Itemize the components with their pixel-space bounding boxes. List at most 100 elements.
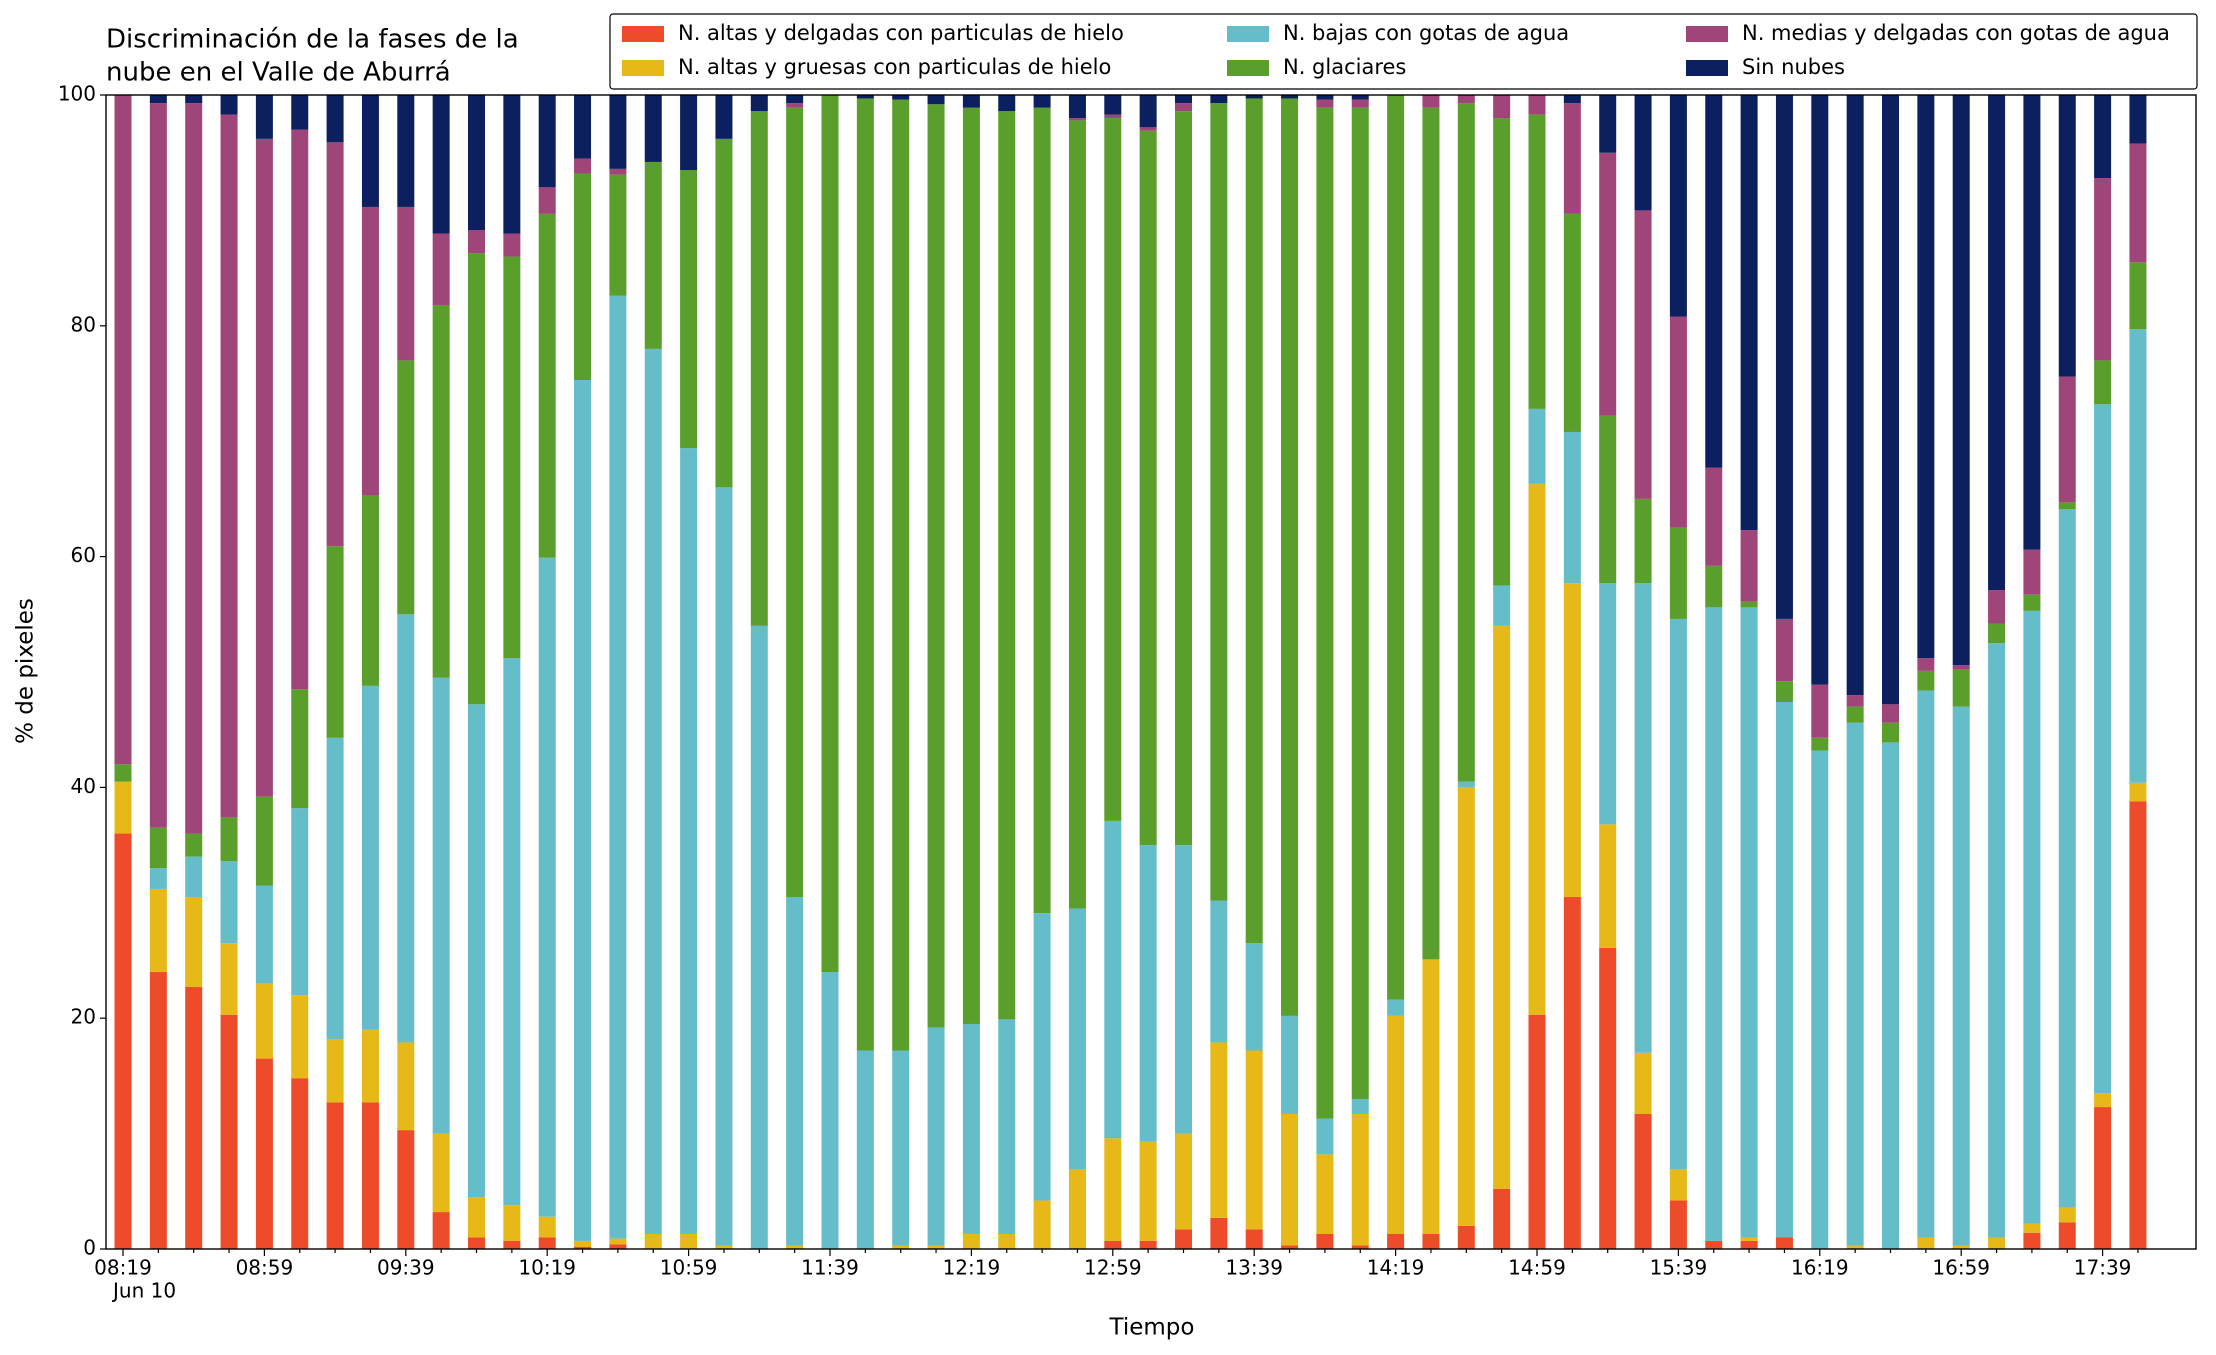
bar-segment: [2058, 502, 2076, 510]
bar-segment: [1351, 1098, 1369, 1114]
bar-segment: [680, 1233, 698, 1249]
bar-segment: [1175, 1229, 1192, 1249]
y-tick-label: 60: [71, 543, 96, 567]
bar-segment: [1811, 684, 1829, 738]
bar-segment: [397, 1042, 415, 1131]
bar-segment: [1068, 120, 1086, 909]
bar-segment: [962, 1023, 980, 1234]
bar-segment: [1599, 95, 1617, 153]
bar-segment: [609, 1238, 627, 1245]
legend-swatch: [622, 26, 664, 42]
bar-segment: [644, 161, 662, 349]
bar-segment: [1351, 95, 1369, 100]
bar-segment: [1245, 943, 1263, 1051]
bar-segment: [1351, 107, 1369, 1099]
bar-segment: [255, 885, 273, 984]
bar-segment: [574, 380, 592, 1241]
bar-segment: [149, 95, 167, 104]
x-tick-label: 15:39: [1650, 1256, 1708, 1280]
bar-segment: [821, 972, 839, 1249]
bar-segment: [1811, 95, 1829, 685]
bar-segment: [220, 861, 238, 944]
bar-segment: [1563, 897, 1581, 1249]
bar-segment: [927, 104, 945, 1028]
bar-segment: [1846, 95, 1864, 696]
bar-segment: [1139, 95, 1157, 128]
bar-segment: [1493, 1188, 1511, 1249]
bar-segment: [1705, 95, 1723, 468]
bar-segment: [1281, 98, 1299, 1016]
bar-segment: [1139, 127, 1157, 131]
bar-segment: [538, 213, 556, 558]
bar-segment: [750, 95, 768, 112]
bar-segment: [1669, 1200, 1687, 1249]
bar-segment: [538, 557, 556, 1217]
bar-segment: [1988, 590, 2006, 624]
bar-segment: [185, 95, 203, 104]
x-tick-label: 10:19: [518, 1256, 576, 1280]
legend-swatch: [1227, 26, 1269, 42]
x-tick-label: 13:39: [1225, 1256, 1283, 1280]
bar-segment: [786, 103, 804, 108]
bar-segment: [1245, 95, 1263, 99]
bar-segment: [1493, 585, 1511, 626]
bar-segment: [1634, 583, 1652, 1053]
bar-segment: [1634, 95, 1652, 211]
bar-segment: [1422, 1233, 1440, 1249]
x-axis-label: Tiempo: [1109, 1315, 1195, 1341]
bar-segment: [1387, 95, 1405, 1000]
bar-segment: [927, 1245, 945, 1249]
bar-segment: [1316, 99, 1334, 108]
bar-segment: [1493, 95, 1511, 119]
bar-segment: [927, 95, 945, 105]
bar-segment: [1422, 95, 1440, 108]
x-tick-label: 12:59: [1084, 1256, 1142, 1280]
bar-segment: [1952, 669, 1970, 707]
bar-segment: [1139, 1141, 1157, 1241]
bar-segment: [397, 360, 415, 615]
bar-segment: [1104, 95, 1122, 115]
bar-segment: [538, 95, 556, 188]
bar-segment: [1068, 908, 1086, 1170]
bar-segment: [856, 95, 874, 99]
x-tick-label: 16:19: [1791, 1256, 1849, 1280]
bar-segment: [1104, 118, 1122, 821]
bar-segment: [291, 689, 309, 809]
bar-segment: [1952, 95, 1970, 666]
bar-segment: [1033, 913, 1051, 1201]
bar-segment: [149, 868, 167, 889]
bar-segment: [326, 1038, 344, 1103]
bar-segment: [1104, 1240, 1122, 1249]
bar-segment: [1528, 408, 1546, 484]
bar-segment: [1210, 103, 1228, 901]
bar-segment: [2129, 95, 2147, 144]
bar-segment: [715, 138, 733, 488]
bar-segment: [1033, 1200, 1051, 1249]
x-tick-label: 16:59: [1932, 1256, 1990, 1280]
bar-segment: [1917, 670, 1935, 691]
bar-segment: [291, 129, 309, 690]
legend-box: [609, 13, 2198, 90]
bar-segment: [1599, 824, 1617, 948]
bar-segment: [432, 1212, 450, 1249]
bar-segment: [1988, 1237, 2006, 1249]
y-tick-label: 100: [58, 82, 96, 106]
bar-segment: [468, 1197, 485, 1238]
bar-segment: [750, 625, 768, 1249]
bar-segment: [1351, 1113, 1369, 1246]
bar-segment: [1669, 618, 1687, 1170]
bar-segment: [503, 1240, 521, 1249]
bar-segment: [114, 781, 132, 834]
bar-segment: [220, 95, 238, 115]
chart-title: Discriminación de la fases de la: [106, 25, 519, 55]
bar-segment: [962, 107, 980, 1024]
bar-segment: [2058, 95, 2076, 377]
bar-segment: [2058, 1222, 2076, 1249]
bar-segment: [715, 1245, 733, 1249]
legend-label: N. bajas con gotas de agua: [1283, 21, 1569, 45]
bar-segment: [1988, 643, 2006, 1238]
bar-segment: [2023, 95, 2041, 550]
bar-segment: [1210, 1217, 1228, 1249]
legend-swatch: [1686, 60, 1728, 76]
